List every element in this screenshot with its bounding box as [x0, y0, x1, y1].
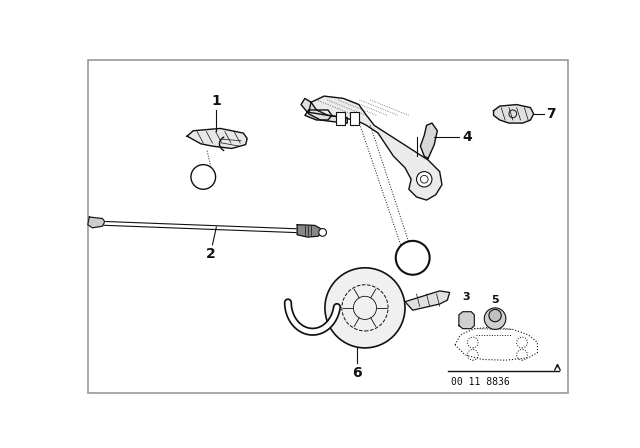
Text: 5: 5	[492, 295, 499, 305]
Polygon shape	[405, 291, 450, 310]
Polygon shape	[420, 123, 437, 159]
Text: 4: 4	[462, 130, 472, 144]
Circle shape	[484, 308, 506, 329]
Circle shape	[417, 172, 432, 187]
Polygon shape	[493, 104, 534, 123]
Circle shape	[191, 165, 216, 190]
Bar	[336, 112, 345, 125]
Text: 6: 6	[353, 366, 362, 380]
Polygon shape	[308, 96, 442, 200]
Polygon shape	[187, 129, 247, 148]
Text: 3: 3	[199, 170, 207, 184]
Text: 2: 2	[206, 247, 216, 261]
Polygon shape	[88, 217, 105, 228]
Polygon shape	[305, 110, 332, 120]
Polygon shape	[301, 99, 348, 123]
Text: 3: 3	[463, 293, 470, 302]
Text: 5: 5	[406, 248, 419, 267]
Polygon shape	[297, 225, 323, 237]
Text: 7: 7	[546, 107, 556, 121]
Circle shape	[396, 241, 429, 275]
Circle shape	[489, 310, 501, 322]
Text: 1: 1	[211, 94, 221, 108]
Polygon shape	[459, 312, 474, 329]
Bar	[349, 112, 359, 125]
Circle shape	[319, 228, 326, 236]
Text: 00 11 8836: 00 11 8836	[451, 377, 510, 387]
Circle shape	[325, 268, 405, 348]
